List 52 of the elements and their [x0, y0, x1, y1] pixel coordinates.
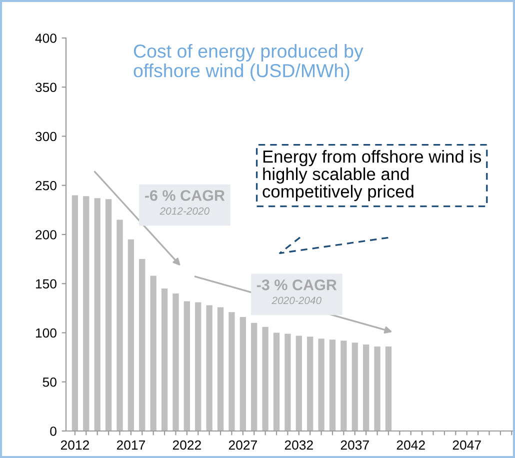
annotation: Energy from offshore wind is highly scalable and competitively priced [262, 150, 482, 202]
bar [374, 346, 380, 431]
annotation: 2020-2040 [272, 296, 322, 304]
bar [94, 198, 100, 431]
bar [318, 338, 324, 431]
bar [172, 293, 179, 431]
annotation: 2012-2020 [160, 207, 210, 215]
y-tick-label: 150 [36, 279, 56, 289]
x-tick-label: 2032 [284, 440, 313, 450]
bar [128, 239, 134, 431]
bar [329, 340, 336, 431]
y-tick-label: 300 [35, 132, 56, 142]
x-tick-label: 2022 [172, 440, 201, 450]
bar [307, 336, 314, 431]
x-tick-label: 2042 [396, 440, 425, 450]
annotation: -6 % CAGR [144, 190, 225, 201]
bar [116, 220, 123, 431]
bar [240, 317, 246, 431]
bar [105, 199, 112, 431]
x-tick-label: 2017 [116, 440, 145, 450]
y-tick-label: 200 [36, 230, 56, 240]
bar [206, 305, 212, 431]
bar [296, 336, 302, 431]
y-tick-label: 100 [36, 328, 56, 338]
y-tick-label: 400 [35, 34, 56, 43]
bar [262, 326, 268, 431]
bar [273, 332, 280, 431]
x-tick-label: 2037 [340, 440, 369, 450]
bar [228, 312, 235, 431]
y-tick-label: 50 [42, 377, 56, 387]
bar [184, 301, 190, 431]
bar [340, 340, 347, 431]
bar [83, 196, 90, 431]
bar [72, 195, 78, 431]
bar [251, 322, 258, 431]
bar [195, 302, 202, 431]
x-tick-label: 2012 [60, 440, 89, 450]
y-tick-label: 350 [35, 82, 56, 92]
text: Cost of energy produced by offshore wind (USD/MWh) [134, 44, 364, 81]
bar [284, 334, 291, 431]
bar [139, 259, 146, 431]
bar [161, 288, 168, 431]
x-tick-label: 2047 [452, 440, 481, 450]
bar [385, 346, 392, 431]
bar [363, 344, 370, 431]
bar [150, 276, 156, 431]
y-tick-label: 250 [36, 180, 56, 190]
annotation: -3 % CAGR [256, 279, 337, 290]
bar [217, 307, 224, 431]
bar [352, 342, 358, 431]
y-tick-label: 0 [50, 426, 56, 436]
x-tick-label: 2027 [228, 440, 257, 450]
